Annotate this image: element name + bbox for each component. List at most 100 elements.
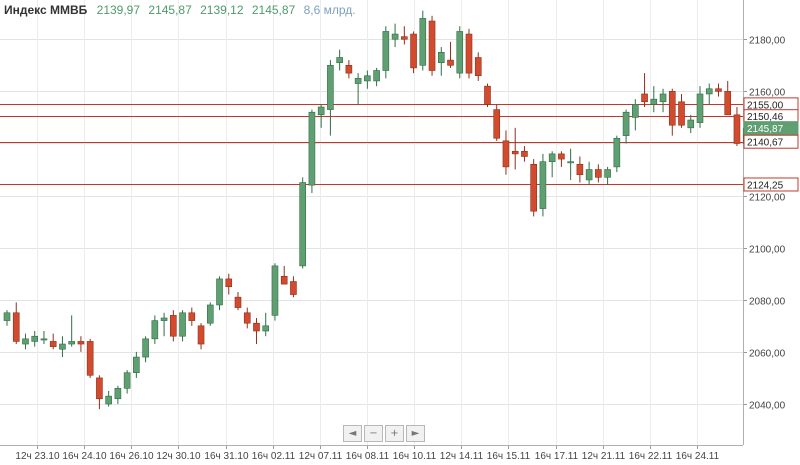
- x-tick-label: 12ч 21.11: [582, 451, 626, 462]
- candle-body: [696, 93, 704, 123]
- candle-body: [262, 325, 270, 332]
- candle-body: [437, 51, 445, 64]
- candle-body: [299, 182, 306, 267]
- candle-body: [234, 296, 242, 308]
- candle-body: [474, 57, 482, 77]
- x-tick-label: 16ч 22.11: [629, 451, 673, 462]
- candle-body: [327, 65, 334, 110]
- candle-body: [206, 304, 214, 324]
- candle-body: [410, 33, 417, 69]
- candle-body: [105, 395, 112, 405]
- current-price-label-box: [743, 121, 799, 136]
- candle-body: [456, 31, 464, 74]
- candle-body: [548, 153, 556, 162]
- y-tick-label: 2060,00: [749, 349, 786, 360]
- candle-body: [622, 111, 630, 136]
- candle-body: [576, 163, 584, 176]
- zoom-in-button[interactable]: +: [385, 425, 404, 442]
- candle-body: [558, 153, 565, 160]
- candle-body: [585, 169, 593, 181]
- candle-body: [77, 341, 85, 345]
- x-tick-label: 16ч 08.11: [346, 451, 390, 462]
- candle-body: [382, 31, 390, 71]
- candle-body: [243, 312, 251, 324]
- candle-body: [539, 161, 547, 209]
- candle-body: [419, 18, 427, 66]
- candle-body: [502, 140, 510, 168]
- candle-body: [632, 104, 639, 118]
- candle-body: [391, 33, 399, 40]
- candle-body: [317, 106, 325, 116]
- close-value: 2145,87: [251, 3, 296, 17]
- candle-body: [345, 65, 353, 74]
- candle-body: [401, 36, 408, 40]
- candle-body: [197, 325, 205, 345]
- candle-body: [595, 169, 602, 178]
- candle-body: [308, 111, 316, 186]
- candle-body: [715, 88, 722, 92]
- candle-body: [216, 278, 223, 306]
- level-label: 2124,25: [747, 180, 784, 191]
- x-tick-label: 12ч 07.11: [299, 451, 343, 462]
- level-label: 2150,46: [747, 112, 784, 123]
- level-label: 2140,67: [747, 138, 784, 149]
- candle-body: [447, 59, 454, 66]
- candle-body: [271, 265, 279, 316]
- candle-body: [428, 20, 436, 71]
- candle-body: [160, 317, 168, 321]
- candle-body: [530, 163, 537, 212]
- candle-body: [705, 88, 713, 95]
- level-label-box: [743, 134, 799, 149]
- level-label: 2155,00: [747, 100, 784, 111]
- x-tick-label: 16ч 15.11: [487, 451, 531, 462]
- candle-body: [493, 109, 501, 139]
- candle-body: [12, 312, 20, 342]
- candle-body: [484, 85, 491, 105]
- candle-body: [641, 93, 648, 103]
- candle-body: [96, 377, 103, 400]
- x-tick-label: 16ч 24.11: [676, 451, 720, 462]
- candle-body: [31, 335, 39, 342]
- candle-body: [49, 341, 57, 347]
- candle-body: [280, 276, 288, 285]
- level-label-box: [743, 177, 799, 192]
- candle-body: [687, 119, 695, 129]
- scroll-left-button[interactable]: ◄: [343, 425, 362, 442]
- candle-body: [142, 338, 149, 358]
- y-tick-label: 2180,00: [749, 36, 786, 47]
- x-tick-label: 16ч 24.10: [62, 451, 107, 462]
- current-price-label: 2145,87: [747, 124, 784, 135]
- x-tick-label: 12ч 14.11: [440, 451, 484, 462]
- candle-body: [373, 70, 380, 82]
- chart-navigation: ◄ − + ►: [343, 425, 427, 442]
- candle-body: [604, 169, 611, 178]
- candle-body: [59, 343, 66, 350]
- candle-body: [114, 388, 122, 400]
- open-value: 2139,97: [96, 3, 141, 17]
- chart-header: Индекс ММВБ 2139,97 2145,87 2139,12 2145…: [4, 3, 356, 17]
- x-tick-label: 16ч 17.11: [535, 451, 579, 462]
- scroll-right-button[interactable]: ►: [406, 425, 425, 442]
- candle-body: [179, 312, 186, 337]
- y-tick-label: 2100,00: [749, 245, 786, 256]
- zoom-out-button[interactable]: −: [364, 425, 383, 442]
- x-tick-label: 16ч 02.11: [252, 451, 296, 462]
- candle-body: [170, 315, 177, 337]
- candle-body: [354, 78, 362, 84]
- x-tick-label: 16ч 26.10: [109, 451, 154, 462]
- y-tick-label: 2120,00: [749, 193, 786, 204]
- candle-body: [364, 75, 371, 82]
- instrument-title: Индекс ММВБ: [4, 3, 88, 17]
- y-tick-label: 2040,00: [749, 401, 786, 412]
- candle-body: [567, 161, 574, 164]
- x-tick-label: 12ч 30.10: [156, 451, 201, 462]
- candle-body: [733, 114, 741, 144]
- candle-body: [613, 137, 621, 168]
- candle-body: [68, 341, 75, 345]
- candle-body: [465, 33, 473, 74]
- candle-body: [290, 281, 297, 295]
- candle-body: [188, 312, 196, 321]
- candle-body: [678, 101, 685, 126]
- low-value: 2139,12: [200, 3, 244, 17]
